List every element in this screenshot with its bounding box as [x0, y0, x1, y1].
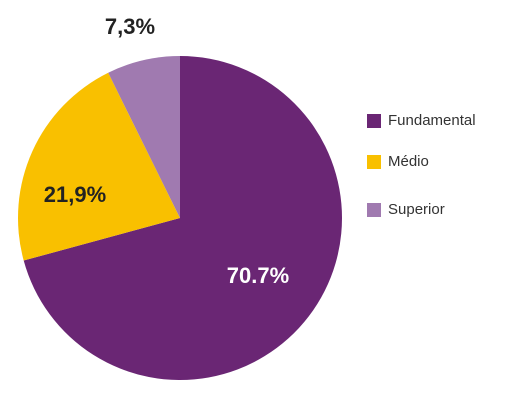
legend-label: Superior [388, 201, 445, 218]
legend-swatch [367, 203, 381, 217]
pie-slice [23, 56, 343, 381]
legend-swatch [367, 114, 381, 128]
legend-swatch [367, 155, 381, 169]
data-label: 21,9% [44, 182, 106, 207]
data-label: 70.7% [227, 263, 289, 288]
data-label: 7,3% [105, 14, 155, 39]
legend-label: Fundamental [388, 112, 476, 129]
pie-slice [18, 72, 181, 261]
pie-slice [108, 56, 180, 218]
legend-label: Médio [388, 153, 429, 170]
